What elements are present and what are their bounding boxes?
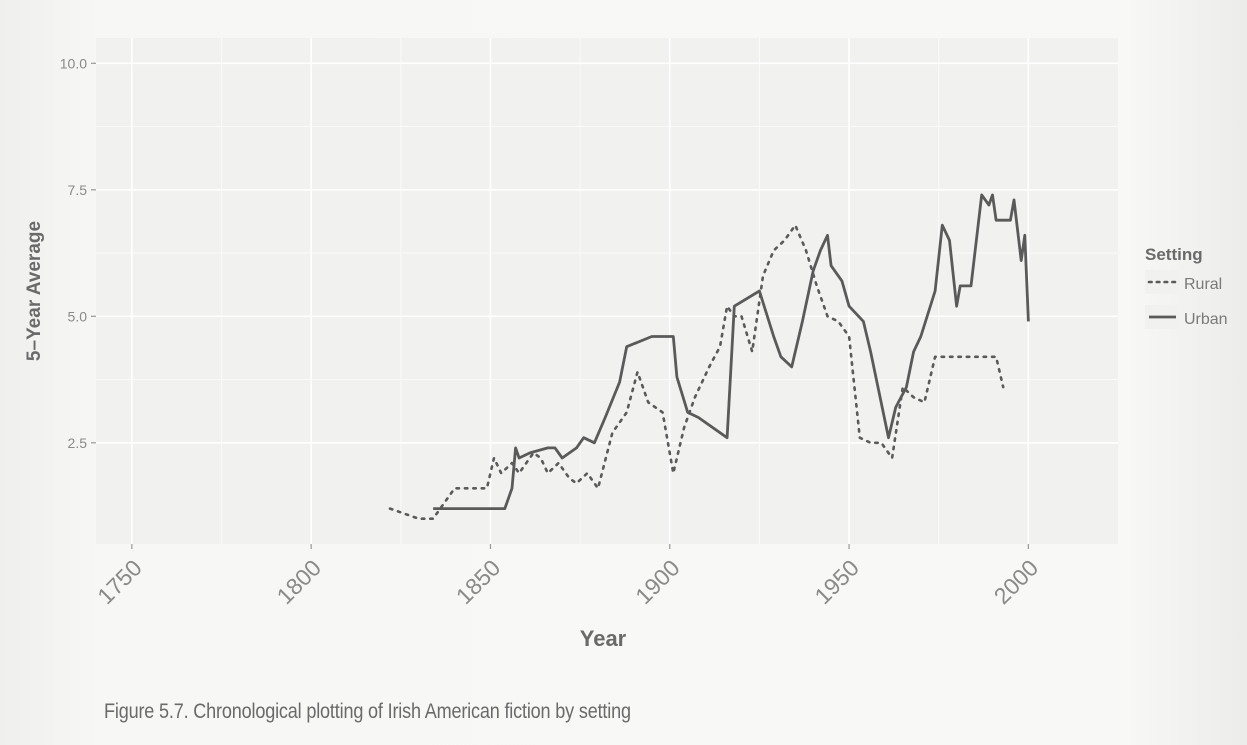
y-tick-label: 2.5 [68,435,88,451]
y-axis-ticks: 2.5 5.0 7.5 10.0 [60,55,96,451]
x-tick-label: 1950 [809,555,864,610]
grid-lines [96,38,1118,544]
series-lines [388,193,1030,521]
x-axis-label: Year [580,626,627,651]
legend-label-urban: Urban [1184,311,1228,328]
y-axis-label: 5–Year Average [24,221,45,361]
y-tick-label: 5.0 [68,308,88,324]
x-tick-label: 2000 [989,555,1044,610]
series-line-urban [433,193,1030,511]
x-axis-ticks: 1750 1800 1850 1900 1950 2000 [92,544,1043,609]
figure-caption: Figure 5.7. Chronological plotting of Ir… [104,700,631,723]
y-tick-label: 7.5 [68,182,88,198]
plot-panel [96,38,1118,544]
x-tick-label: 1800 [272,555,327,610]
legend-label-rural: Rural [1184,276,1222,293]
series-line-rural [388,223,1005,521]
legend-title: Setting [1145,245,1203,264]
x-tick-label: 1850 [451,555,506,610]
x-tick-label: 1750 [92,555,147,610]
x-tick-label: 1900 [630,555,685,610]
legend: Setting Rural Urban [1145,245,1228,329]
y-tick-label: 10.0 [60,55,87,71]
